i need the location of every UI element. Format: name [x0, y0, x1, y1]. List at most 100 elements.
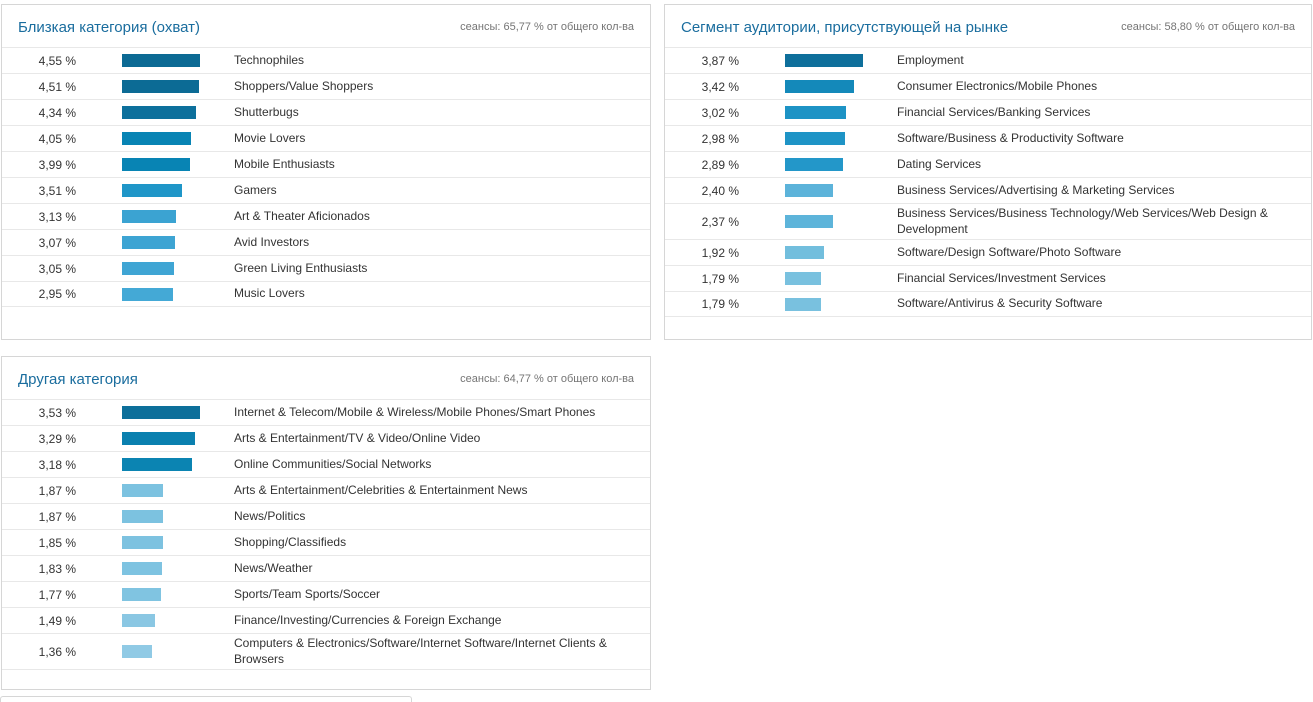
row-label: News/Weather	[234, 560, 313, 575]
rows: 4,55 % Technophiles 4,51 % Shoppers/Value S…	[2, 47, 650, 307]
row-percent-value: 2,37 %	[701, 214, 739, 229]
row-percent-value: 2,95 %	[38, 287, 76, 301]
row-label: Shopping/Classifieds	[234, 534, 347, 549]
table-row: 2,89 % Dating Services	[665, 151, 1311, 177]
horizontal-bar	[785, 215, 833, 229]
row-label: Finance/Investing/Currencies & Foreign E…	[234, 612, 502, 627]
row-label: Online Communities/Social Networks	[234, 456, 432, 471]
table-row: 3,42 % Consumer Electronics/Mobile Phones	[665, 73, 1311, 99]
table-row: 1,79 % Software/Antivirus & Security Soft…	[665, 291, 1311, 318]
table-row: 1,36 % Computers & Electronics/Software/I…	[2, 633, 650, 671]
horizontal-bar	[122, 645, 152, 659]
row-label: Avid Investors	[234, 234, 310, 249]
table-row: 3,99 % Mobile Enthusiasts	[2, 151, 650, 177]
row-percent-value: 1,79 %	[701, 297, 739, 312]
horizontal-bar	[122, 236, 175, 249]
horizontal-bar	[122, 432, 195, 445]
table-row: 2,95 % Music Lovers	[2, 281, 650, 307]
horizontal-bar	[122, 80, 199, 93]
horizontal-bar	[122, 562, 162, 575]
bar-area	[739, 297, 897, 311]
row-label: Business Services/Business Technology/We…	[897, 206, 1268, 236]
row-percent-value: 3,02 %	[701, 105, 739, 120]
row-percent-value: 3,87 %	[701, 53, 739, 68]
bar-area	[739, 54, 897, 67]
row-label: Software/Antivirus & Security Software	[897, 296, 1103, 311]
row-percent-value: 1,77 %	[38, 587, 76, 602]
bar-area	[76, 458, 234, 471]
row-percent-value: 4,05 %	[38, 131, 76, 146]
table-row: 3,87 % Employment	[665, 47, 1311, 73]
row-label: Technophiles	[234, 52, 305, 67]
row-label: Software/Business & Productivity Softwar…	[897, 130, 1124, 145]
bar-area	[76, 562, 234, 575]
row-percent-value: 4,55 %	[38, 53, 76, 68]
table-row: 1,87 % News/Politics	[2, 503, 650, 529]
rows: 3,87 % Employment 3,42 % Consumer Electroni…	[665, 47, 1311, 318]
table-row: 1,79 % Financial Services/Investment Serv…	[665, 265, 1311, 291]
bar-area	[76, 645, 234, 659]
table-row: 3,29 % Arts & Entertainment/TV & Video/On…	[2, 425, 650, 451]
row-percent-value: 2,89 %	[701, 157, 739, 172]
table-row: 3,51 % Gamers	[2, 177, 650, 203]
horizontal-bar	[122, 536, 163, 549]
table-row: 4,51 % Shoppers/Value Shoppers	[2, 73, 650, 99]
panel-header: Близкая категория (охват) сеансы: 65,77 …	[2, 5, 650, 47]
panel-title: Близкая категория (охват)	[18, 19, 200, 36]
bar-area	[739, 158, 897, 171]
row-percent-value: 3,53 %	[38, 405, 76, 420]
table-row: 4,55 % Technophiles	[2, 47, 650, 73]
panel-header: Другая категория сеансы: 64,77 % от обще…	[2, 357, 650, 399]
table-row: 3,18 % Online Communities/Social Networks	[2, 451, 650, 477]
row-percent-value: 1,87 %	[38, 509, 76, 524]
bar-area	[739, 184, 897, 197]
panel-header: Сегмент аудитории, присутствующей на рын…	[665, 5, 1311, 47]
horizontal-bar	[785, 54, 863, 67]
table-row: 4,34 % Shutterbugs	[2, 99, 650, 125]
bar-area	[76, 484, 234, 497]
row-percent-value: 3,13 %	[38, 209, 76, 224]
bar-area	[76, 80, 234, 93]
row-percent-value: 3,07 %	[38, 235, 76, 250]
table-row: 2,40 % Business Services/Advertising & Ma…	[665, 177, 1311, 203]
row-label: Green Living Enthusiasts	[234, 260, 368, 275]
row-label: Gamers	[234, 182, 277, 197]
bar-area	[739, 80, 897, 93]
table-row: 2,37 % Business Services/Business Technol…	[665, 203, 1311, 239]
table-row: 3,07 % Avid Investors	[2, 229, 650, 255]
table-row: 3,05 % Green Living Enthusiasts	[2, 255, 650, 281]
sessions-share-label: сеансы: 64,77 % от общего кол-ва	[460, 373, 634, 385]
row-label: Business Services/Advertising & Marketin…	[897, 182, 1175, 197]
row-percent-value: 3,29 %	[38, 431, 76, 446]
row-percent-value: 1,92 %	[701, 245, 739, 260]
row-percent-value: 3,99 %	[38, 157, 76, 172]
bar-area	[76, 510, 234, 523]
row-percent-value: 4,34 %	[38, 105, 76, 120]
row-label: Arts & Entertainment/Celebrities & Enter…	[234, 482, 528, 497]
row-label: Employment	[897, 52, 964, 67]
row-label: Arts & Entertainment/TV & Video/Online V…	[234, 430, 481, 445]
panel-affinity-category: Близкая категория (охват) сеансы: 65,77 …	[1, 4, 651, 340]
horizontal-bar	[785, 132, 845, 145]
row-percent-value: 2,40 %	[701, 183, 739, 198]
panel-other-category: Другая категория сеансы: 64,77 % от обще…	[1, 356, 651, 690]
bar-area	[76, 588, 234, 601]
horizontal-bar	[122, 458, 192, 471]
bar-area	[76, 132, 234, 145]
panel-in-market-segment: Сегмент аудитории, присутствующей на рын…	[664, 4, 1312, 340]
horizontal-bar	[122, 132, 191, 145]
horizontal-bar	[122, 54, 200, 67]
horizontal-bar	[122, 287, 173, 301]
horizontal-bar	[122, 588, 161, 601]
bar-area	[76, 287, 234, 301]
row-label: Art & Theater Aficionados	[234, 208, 370, 223]
table-row: 1,85 % Shopping/Classifieds	[2, 529, 650, 555]
rows: 3,53 % Internet & Telecom/Mobile & Wirele…	[2, 399, 650, 671]
row-percent-value: 3,05 %	[38, 261, 76, 276]
bar-area	[739, 215, 897, 229]
table-row: 1,87 % Arts & Entertainment/Celebrities &…	[2, 477, 650, 503]
horizontal-bar	[785, 184, 833, 197]
horizontal-bar	[785, 246, 824, 260]
bar-area	[76, 210, 234, 223]
